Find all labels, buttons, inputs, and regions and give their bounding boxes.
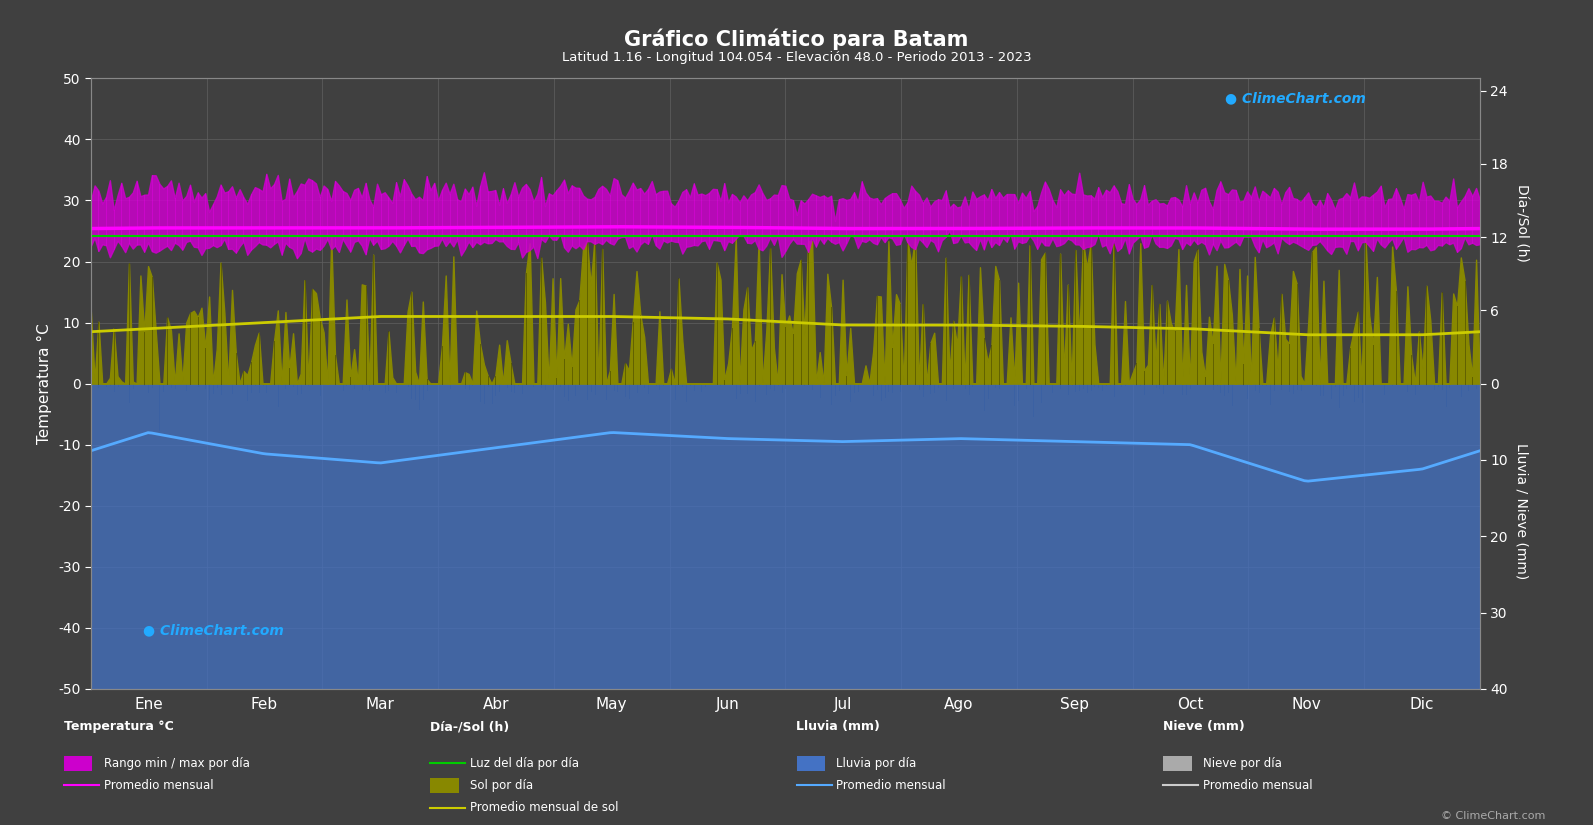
- Text: Gráfico Climático para Batam: Gráfico Climático para Batam: [624, 29, 969, 50]
- Text: Promedio mensual: Promedio mensual: [836, 779, 946, 792]
- Text: Nieve (mm): Nieve (mm): [1163, 720, 1244, 733]
- Text: Promedio mensual de sol: Promedio mensual de sol: [470, 801, 618, 814]
- Text: ● ClimeChart.com: ● ClimeChart.com: [143, 623, 284, 637]
- Text: Temperatura °C: Temperatura °C: [64, 720, 174, 733]
- Y-axis label: Temperatura °C: Temperatura °C: [37, 323, 53, 444]
- Text: Luz del día por día: Luz del día por día: [470, 757, 578, 770]
- Text: Promedio mensual: Promedio mensual: [104, 779, 213, 792]
- Text: Promedio mensual: Promedio mensual: [1203, 779, 1313, 792]
- Text: Nieve por día: Nieve por día: [1203, 757, 1282, 770]
- Text: ● ClimeChart.com: ● ClimeChart.com: [1225, 92, 1367, 106]
- Text: Rango min / max por día: Rango min / max por día: [104, 757, 250, 770]
- Text: Día-/Sol (h): Día-/Sol (h): [1515, 184, 1528, 262]
- Text: Latitud 1.16 - Longitud 104.054 - Elevación 48.0 - Periodo 2013 - 2023: Latitud 1.16 - Longitud 104.054 - Elevac…: [562, 51, 1031, 64]
- Text: © ClimeChart.com: © ClimeChart.com: [1440, 811, 1545, 821]
- Text: Día-/Sol (h): Día-/Sol (h): [430, 720, 510, 733]
- Text: Lluvia (mm): Lluvia (mm): [796, 720, 881, 733]
- Text: Lluvia por día: Lluvia por día: [836, 757, 916, 770]
- Text: Sol por día: Sol por día: [470, 779, 534, 792]
- Y-axis label: Día-/Sol (h): Día-/Sol (h): [0, 341, 16, 427]
- Text: Lluvia / Nieve (mm): Lluvia / Nieve (mm): [1515, 443, 1528, 580]
